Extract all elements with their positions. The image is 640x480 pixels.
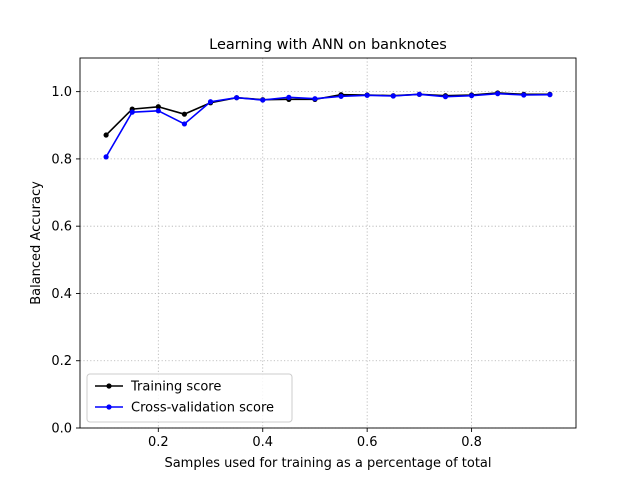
y-tick-label: 0.4	[51, 287, 72, 302]
legend-label: Cross-validation score	[131, 401, 274, 416]
y-tick-label: 0.6	[51, 220, 72, 235]
data-point	[181, 111, 188, 117]
data-point	[129, 109, 135, 115]
axis-ticks: 0.2 0.4 0.6 0.8 0.0 0.2 0.4 0.6 0.8 1.0	[51, 85, 482, 450]
legend-box	[86, 373, 293, 423]
data-point	[103, 154, 109, 160]
legend-marker	[106, 383, 112, 389]
series-line	[105, 92, 550, 158]
x-tick-label: 0.8	[461, 435, 482, 450]
x-tick-label: 0.6	[357, 435, 378, 450]
y-axis-label: Balanced Accuracy	[29, 181, 44, 305]
y-tick-label: 0.8	[51, 152, 72, 167]
data-point	[416, 91, 422, 97]
legend-item: Cross-validation score	[95, 401, 274, 416]
data-point	[442, 94, 449, 100]
plot-frame	[79, 57, 577, 429]
series-cross-validation-score	[103, 91, 553, 160]
y-tick-label: 1.0	[51, 85, 72, 100]
legend: Training score Cross-validation score	[86, 373, 293, 423]
x-axis-label: Samples used for training as a percentag…	[164, 456, 491, 471]
data-point	[155, 108, 161, 114]
x-tick-label: 0.2	[148, 435, 169, 450]
y-tick-label: 0.2	[51, 354, 72, 369]
data-point	[260, 97, 266, 103]
data-point	[495, 91, 501, 97]
data-point	[312, 96, 318, 102]
data-point	[468, 93, 475, 99]
data-point	[521, 92, 527, 98]
data-point	[547, 92, 553, 98]
data-point	[390, 93, 396, 99]
data-point	[286, 94, 292, 100]
y-tick-label: 0.0	[51, 422, 72, 437]
data-point	[181, 121, 188, 127]
data-point	[207, 99, 214, 105]
legend-item: Training score	[95, 380, 221, 395]
chart-title: Learning with ANN on banknotes	[209, 37, 447, 53]
legend-marker	[106, 404, 112, 410]
series-layer	[103, 90, 553, 160]
x-tick-label: 0.4	[252, 435, 273, 450]
data-point	[364, 92, 370, 98]
data-point	[338, 93, 344, 99]
data-point	[234, 95, 240, 101]
data-point	[103, 132, 109, 138]
legend-label: Training score	[130, 380, 221, 395]
data-point	[155, 104, 161, 110]
